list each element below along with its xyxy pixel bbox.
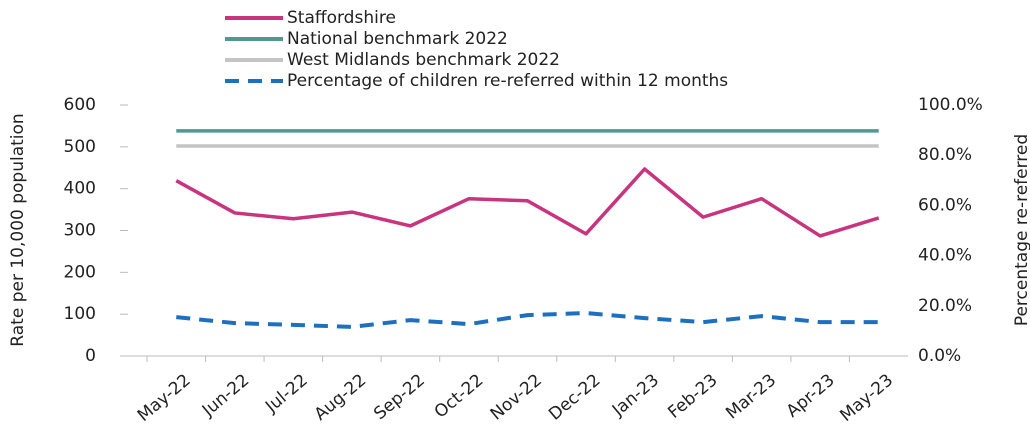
x-tick-label: Jun-22 bbox=[198, 370, 253, 421]
x-tick-label: Dec-22 bbox=[545, 370, 604, 424]
y-tick-label: 100 bbox=[64, 304, 96, 324]
x-tick-label: Mar-23 bbox=[722, 370, 780, 423]
y2-tick-label: 0.0% bbox=[918, 346, 961, 366]
y2-tick-label: 100.0% bbox=[918, 95, 983, 115]
x-tick-label: Aug-22 bbox=[311, 370, 371, 425]
legend-label: Percentage of children re-referred withi… bbox=[287, 71, 728, 91]
legend-label: West Midlands benchmark 2022 bbox=[287, 50, 560, 70]
x-tick-label: Apr-23 bbox=[783, 370, 839, 421]
y-tick-label: 600 bbox=[64, 95, 96, 115]
y2-axis-title: Percentage re-referred bbox=[1012, 134, 1030, 326]
series-line bbox=[175, 167, 880, 238]
y-tick-label: 500 bbox=[64, 137, 96, 157]
x-tick-label: Nov-22 bbox=[487, 370, 546, 424]
y2-tick-label: 80.0% bbox=[918, 145, 972, 165]
y-axis-title: Rate per 10,000 population bbox=[8, 113, 28, 346]
x-tick-label: May-22 bbox=[134, 370, 195, 426]
y-tick-label: 200 bbox=[64, 262, 96, 282]
x-tick-label: Sep-22 bbox=[370, 370, 429, 424]
x-tick-label: May-23 bbox=[836, 370, 897, 426]
y2-tick-label: 20.0% bbox=[918, 296, 972, 316]
y-tick-label: 400 bbox=[64, 179, 96, 199]
y2-tick-label: 40.0% bbox=[918, 246, 972, 266]
x-tick-label: Jul-22 bbox=[261, 370, 312, 417]
x-tick-label: Oct-22 bbox=[431, 370, 488, 422]
x-tick-label: Jan-23 bbox=[608, 370, 663, 421]
y-tick-label: 0 bbox=[85, 346, 96, 366]
x-tick-label: Feb-23 bbox=[664, 370, 721, 423]
legend-label: National benchmark 2022 bbox=[287, 29, 508, 49]
y-tick-label: 300 bbox=[64, 221, 96, 241]
series-line bbox=[176, 311, 879, 329]
y2-tick-label: 60.0% bbox=[918, 195, 972, 215]
legend-label: Staffordshire bbox=[287, 8, 396, 28]
